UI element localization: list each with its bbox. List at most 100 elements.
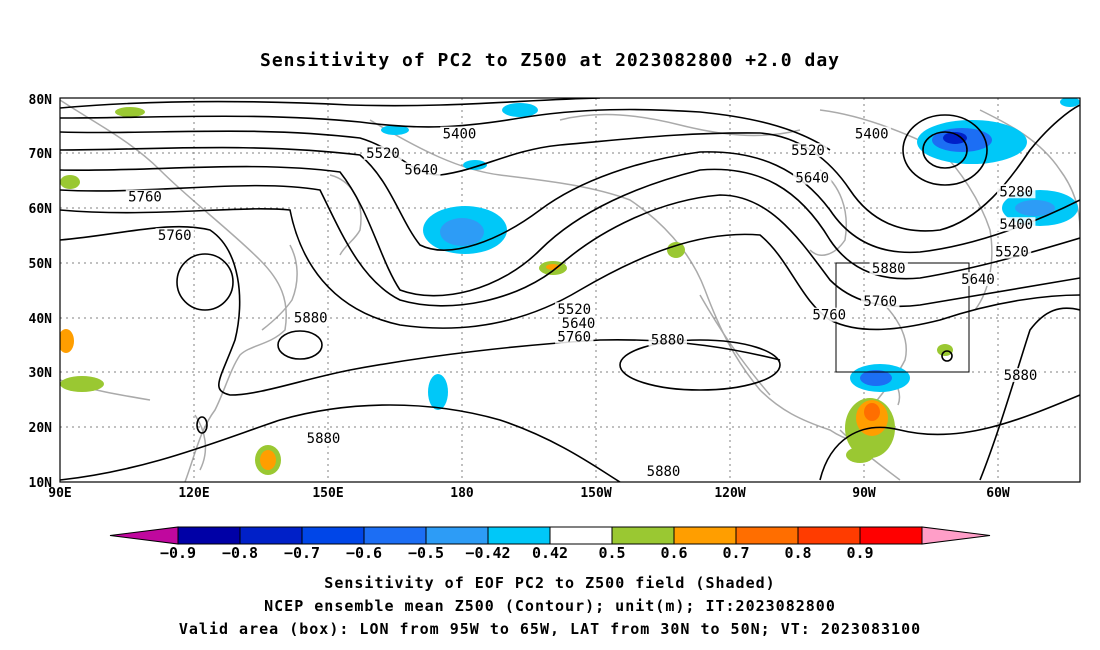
colorbar-swatch — [239, 526, 303, 545]
caption-line-1: Sensitivity of EOF PC2 to Z500 field (Sh… — [324, 574, 776, 592]
z500-contours — [60, 98, 1080, 482]
contour-label: 5880 — [294, 310, 328, 326]
colorbar-labels: −0.9 −0.8 −0.7 −0.6 −0.5 −0.42 0.42 0.5 0.6 0.7 0.… — [160, 544, 874, 562]
lon-label: 150E — [312, 486, 343, 501]
colorbar-tick-label: −0.7 — [284, 544, 320, 562]
colorbar-swatch — [797, 526, 861, 545]
contour-label-background — [402, 162, 441, 177]
contour-label-background — [869, 261, 908, 276]
contour-label-background — [810, 307, 849, 322]
contour-label-background — [440, 126, 479, 141]
contour-label: 5880 — [1004, 368, 1038, 384]
lat-label: 60N — [29, 202, 53, 217]
contour-label-background — [788, 143, 828, 158]
lon-label: 90W — [852, 486, 876, 501]
map-frame — [59, 97, 1081, 483]
lon-label: 60W — [986, 486, 1010, 501]
contour-label-background — [155, 228, 194, 243]
contour-label-background — [559, 315, 598, 330]
contour-label-background — [648, 332, 687, 347]
colorbar-tick-label: 0.9 — [846, 544, 873, 562]
caption-line-2: NCEP ensemble mean Z500 (Contour); unit(… — [264, 597, 836, 615]
colorbar-tick-label: 0.5 — [598, 544, 625, 562]
contour-label: 5640 — [404, 162, 438, 178]
contour-label: 5880 — [651, 332, 685, 348]
coastlines — [60, 99, 1080, 482]
contour-label: 5520 — [791, 143, 825, 159]
contour-label: 5880 — [307, 431, 341, 447]
contour-labels: 5400552056405760576058805880552054005640… — [125, 126, 1040, 480]
colorbar-tick-label: −0.42 — [465, 544, 510, 562]
colorbar-tick-label: −0.8 — [222, 544, 258, 562]
contour-label-background — [304, 431, 343, 446]
colorbar-swatch — [549, 526, 613, 545]
colorbar-swatch — [363, 526, 427, 545]
lat-label: 40N — [29, 312, 53, 327]
contour-label-background — [958, 272, 998, 287]
colorbar-swatch — [301, 526, 365, 545]
contour-label: 5640 — [961, 272, 995, 288]
colorbar-tick-label: 0.42 — [532, 544, 568, 562]
colorbar-swatch — [425, 526, 489, 545]
map-title: Sensitivity of PC2 to Z500 at 2023082800… — [259, 50, 840, 71]
caption-line-3: Valid area (box): LON from 95W to 65W, L… — [178, 620, 922, 638]
contour-label: 5880 — [647, 464, 681, 480]
contour-label-background — [125, 189, 165, 204]
colorbar-swatch — [673, 526, 737, 545]
contour-label-background — [555, 302, 594, 317]
colorbar-swatch — [487, 526, 551, 545]
contour-label: 5400 — [855, 127, 889, 143]
contour-label-background — [992, 244, 1032, 259]
contour-label-background — [861, 293, 900, 308]
contour-label-background — [644, 464, 683, 479]
contour-label-background — [852, 126, 891, 141]
contour-label: 5520 — [366, 146, 400, 162]
grid-lines — [60, 98, 1080, 482]
contour-label-background — [997, 217, 1036, 232]
contour-label-background — [291, 310, 330, 325]
contour-label: 5520 — [995, 245, 1029, 261]
lat-label: 50N — [29, 257, 53, 272]
lon-label: 120W — [714, 486, 745, 501]
colorbar-tick-label: 0.7 — [722, 544, 749, 562]
contour-label: 5640 — [562, 316, 596, 332]
lon-labels: 90E 120E 150E 180 150W 120W 90W 60W — [48, 486, 1010, 501]
contour-label: 5280 — [999, 184, 1033, 200]
lon-label: 180 — [450, 486, 474, 501]
colorbar-swatch — [859, 526, 923, 545]
lat-label: 30N — [29, 366, 53, 381]
contour-label: 5880 — [872, 261, 906, 277]
colorbar-swatch — [735, 526, 799, 545]
contour-label: 5760 — [557, 330, 591, 346]
contour-label: 5640 — [795, 171, 829, 187]
lat-label: 10N — [29, 476, 53, 491]
contour-label-background — [1001, 368, 1040, 383]
contour-label: 5760 — [158, 228, 192, 244]
colorbar — [109, 526, 991, 545]
lat-label: 20N — [29, 421, 53, 436]
contour-label: 5760 — [812, 308, 846, 324]
contour-label: 5520 — [557, 302, 591, 318]
sensitivity-shading — [60, 98, 1080, 475]
colorbar-tick-label: −0.9 — [160, 544, 196, 562]
colorbar-min-triangle — [109, 526, 179, 545]
colorbar-tick-label: 0.6 — [660, 544, 687, 562]
contour-label: 5400 — [999, 217, 1033, 233]
contour-label-background — [793, 170, 832, 185]
contour-label: 5760 — [128, 190, 162, 206]
colorbar-tick-label: −0.5 — [408, 544, 444, 562]
contour-label: 5400 — [443, 127, 477, 143]
lat-labels: 80N 70N 60N 50N 40N 30N 20N 10N — [29, 93, 53, 491]
lat-label: 80N — [29, 93, 53, 108]
contour-label: 5760 — [863, 294, 897, 310]
colorbar-swatch — [177, 526, 241, 545]
lon-label: 120E — [178, 486, 209, 501]
colorbar-swatch — [611, 526, 675, 545]
colorbar-max-triangle — [921, 526, 991, 545]
lat-label: 70N — [29, 147, 53, 162]
lon-label: 90E — [48, 486, 71, 501]
contour-label-background — [997, 184, 1036, 199]
contour-label-background — [363, 145, 403, 160]
lon-label: 150W — [580, 486, 611, 501]
